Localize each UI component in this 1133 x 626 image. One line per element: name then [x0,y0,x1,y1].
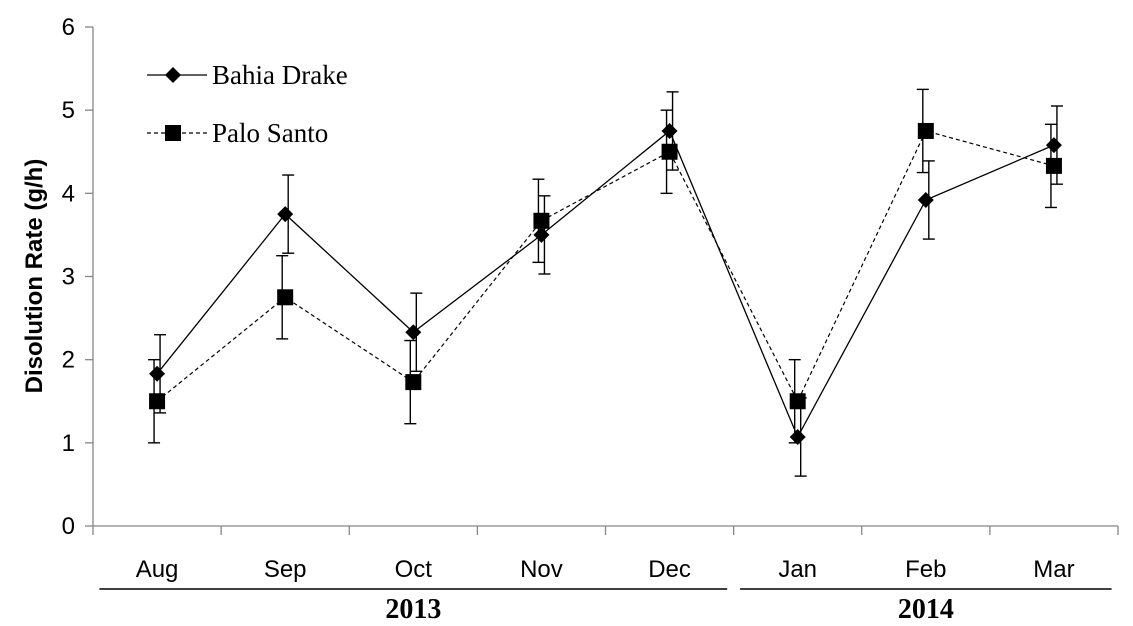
data-point [149,393,166,410]
x-tick-label: Oct [395,556,433,583]
legend-item: Bahia Drake [147,60,348,90]
y-tick-label: 2 [62,347,75,374]
legend-marker [165,125,181,141]
y-tick-label: 1 [62,430,75,457]
data-point [789,393,806,410]
year-group-label: 2013 [385,594,441,625]
data-point [277,289,294,306]
y-tick-label: 3 [62,264,75,291]
series-area [148,88,1063,477]
series-palo-santo [148,88,1062,444]
series-line [156,130,1055,403]
x-tick-label: Mar [1033,556,1074,583]
data-point [533,226,550,243]
data-point [917,191,934,208]
y-tick-label: 4 [62,180,75,207]
data-point [1045,137,1062,154]
data-point [1045,157,1062,174]
data-point [277,206,294,223]
data-point [533,212,550,229]
y-tick-label: 5 [62,97,75,124]
data-point [789,429,806,446]
series-line [156,129,1055,439]
data-point [405,374,422,391]
x-tick-label: Dec [648,556,691,583]
legend-label: Bahia Drake [212,60,348,90]
x-tick-label: Jan [778,556,817,583]
legend-label: Palo Santo [212,118,328,148]
legend: Bahia Drake Palo Santo [147,60,348,148]
legend-item: Palo Santo [147,118,328,148]
y-axis: 0 1 2 3 4 5 6 [62,14,94,540]
x-tick-label: Aug [136,556,179,583]
data-point [405,324,422,341]
x-axis: Aug Sep Oct Nov Dec Jan Feb Mar 2013 2014 [92,525,1119,625]
y-axis-title: Disolution Rate (g/h) [21,159,48,394]
y-tick-label: 6 [62,14,75,41]
x-tick-label: Nov [520,556,563,583]
year-group-label: 2014 [898,594,954,625]
x-tick-label: Sep [264,556,307,583]
data-point [661,122,678,139]
x-tick-label: Feb [905,556,946,583]
data-point [149,365,166,382]
y-tick-label: 0 [62,513,75,540]
data-point [917,122,934,139]
legend-marker [165,67,181,83]
series-bahia-drake [149,91,1063,477]
data-point [661,143,678,160]
